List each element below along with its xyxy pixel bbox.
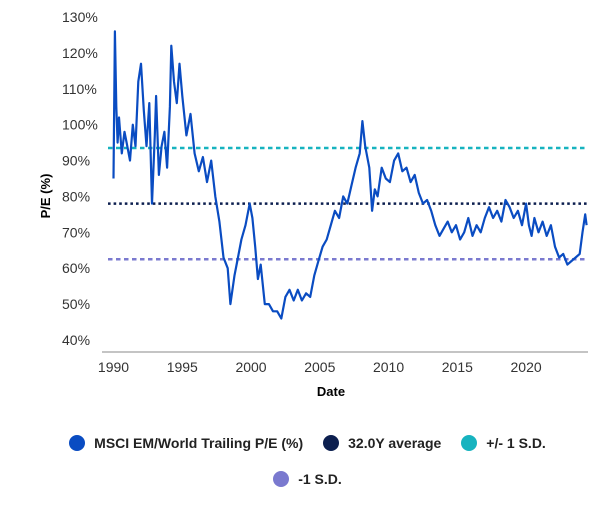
y-axis-ticks: 40% 50% 60% 70% 80% 90% 100% 110% 120% 130% [62, 9, 98, 348]
x-tick-label: 2005 [304, 359, 335, 375]
x-tick-label: 2000 [235, 359, 266, 375]
y-tick-label: 120% [62, 45, 98, 61]
y-tick-label: 50% [62, 296, 90, 312]
legend-label-pe: MSCI EM/World Trailing P/E (%) [94, 435, 304, 451]
x-tick-label: 2015 [442, 359, 473, 375]
legend-item-minus-sd: -1 S.D. [273, 471, 342, 487]
legend-label-average: 32.0Y average [348, 435, 442, 451]
x-tick-label: 2010 [373, 359, 404, 375]
x-tick-label: 2020 [511, 359, 542, 375]
y-tick-label: 40% [62, 332, 90, 348]
y-axis-title: P/E (%) [38, 174, 53, 219]
series-line-msci-em-world-pe [112, 30, 588, 320]
pe-ratio-chart: 40%50%60%70%80%90%100%110%120%130% 1990 1… [38, 9, 588, 399]
y-tick-label: 80% [62, 188, 90, 204]
y-tick-label: 90% [62, 153, 90, 169]
legend-swatch-pe [69, 435, 86, 451]
y-tick-label: 100% [62, 117, 98, 133]
x-tick-label: 1995 [167, 359, 198, 375]
y-tick-label: 60% [62, 260, 90, 276]
legend-label-plus-minus-sd: +/- 1 S.D. [486, 435, 546, 451]
y-tick-label: 130% [62, 9, 98, 25]
legend-swatch-average [323, 435, 340, 451]
y-tick-label: 110% [62, 81, 97, 97]
legend-item-pe: MSCI EM/World Trailing P/E (%) [69, 435, 303, 451]
y-tick-label: 70% [62, 224, 90, 240]
legend-row-2: -1 S.D. [0, 464, 615, 494]
legend-item-average: 32.0Y average [323, 435, 441, 451]
legend-row-1: MSCI EM/World Trailing P/E (%) 32.0Y ave… [0, 428, 615, 458]
x-tick-label: 1990 [98, 359, 129, 375]
x-axis-ticks: 1990 1995 2000 2005 2010 2015 2020 [98, 359, 542, 375]
legend-swatch-plus-minus-sd [461, 435, 478, 451]
legend-item-plus-minus-sd: +/- 1 S.D. [461, 435, 546, 451]
legend-swatch-minus-sd [273, 471, 290, 487]
x-axis-title: Date [317, 384, 345, 399]
chart-legend: MSCI EM/World Trailing P/E (%) 32.0Y ave… [0, 428, 615, 494]
legend-label-minus-sd: -1 S.D. [298, 471, 342, 487]
